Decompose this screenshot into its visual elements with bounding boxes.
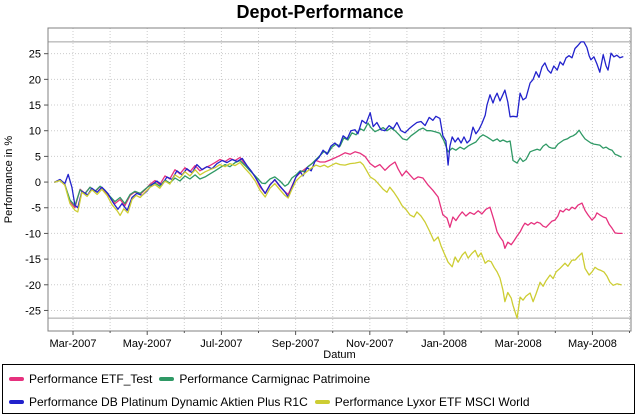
legend-item: Performance Lyxor ETF MSCI World [314, 394, 530, 409]
series-line [54, 161, 622, 319]
legend-swatch [9, 399, 24, 404]
x-tick-label: May-2008 [568, 338, 617, 350]
x-tick-label: Mar-2008 [495, 338, 542, 350]
y-tick-label: 5 [35, 151, 41, 163]
y-tick-label: -25 [25, 305, 41, 317]
x-axis-title: Datum [323, 349, 355, 361]
x-tick-label: May-2007 [123, 338, 172, 350]
legend-item: Performance ETF_Test [9, 372, 152, 386]
chart-legend: Performance ETF_Test Performance Carmigna… [2, 364, 635, 414]
x-tick-label: Jan-2008 [421, 338, 467, 350]
y-tick-label: -10 [25, 228, 41, 240]
x-tick-label: Nov-2007 [346, 338, 394, 350]
x-tick-label: Mar-2007 [49, 338, 96, 350]
plot-border [47, 27, 632, 332]
y-tick-label: 25 [29, 49, 41, 61]
legend-label: Performance DB Platinum Dynamic Aktien P… [29, 394, 308, 409]
chart-title: Depot-Performance [236, 2, 404, 22]
legend-label: Performance Lyxor ETF MSCI World [334, 394, 530, 409]
legend-row: Performance ETF_Test Performance Carmigna… [9, 367, 634, 390]
y-tick-label: 15 [29, 100, 41, 112]
legend-label: Performance ETF_Test [29, 371, 153, 386]
x-tick-label: Jul-2007 [200, 338, 242, 350]
y-tick-label: -20 [25, 280, 41, 292]
legend-swatch [9, 376, 24, 381]
y-tick-label: 0 [35, 177, 41, 189]
y-tick-label: 20 [29, 74, 41, 86]
legend-swatch [314, 399, 330, 404]
y-tick-label: -15 [25, 254, 41, 266]
legend-swatch [159, 376, 175, 381]
y-axis-title: Performance in % [3, 136, 15, 224]
x-tick-label: Sep-2007 [272, 338, 320, 350]
legend-item: Performance DB Platinum Dynamic Aktien P… [9, 395, 308, 409]
performance-chart: 25 20 15 10 5 0 -5 -10 -15 -20 -25 Mar-2007 May-2007… [3, 27, 632, 361]
y-tick-label: -5 [31, 203, 41, 215]
legend-item: Performance Carmignac Patrimoine [159, 372, 370, 386]
legend-row: Performance DB Platinum Dynamic Aktien P… [9, 390, 634, 413]
y-tick-label: 10 [29, 126, 41, 138]
legend-label: Performance Carmignac Patrimoine [179, 371, 371, 386]
